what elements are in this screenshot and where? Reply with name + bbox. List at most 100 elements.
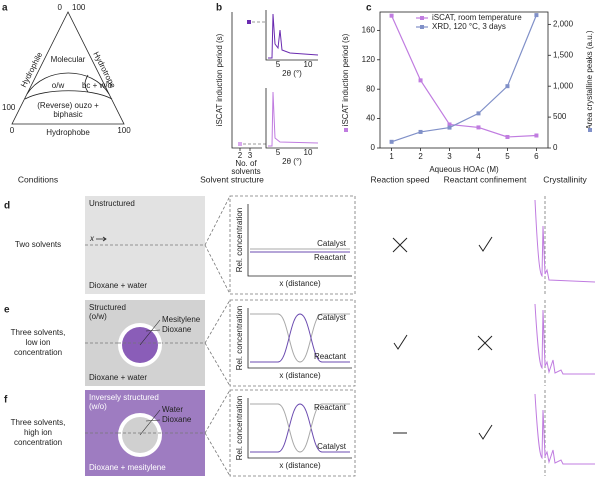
catalyst-curve [250, 313, 350, 363]
x-axis-label: x (distance) [279, 279, 321, 288]
plot-frame [379, 11, 549, 149]
legend-label: XRD, 120 °C, 3 days [432, 22, 506, 31]
y2-axis-label: Area crystalline peaks (a.u.) [585, 30, 594, 129]
plot-axes [247, 308, 352, 369]
row-letter: f [4, 395, 8, 406]
tick-label: 3 [248, 151, 253, 160]
y2-tick-label: 500 [553, 112, 567, 121]
structure-label: Structured [89, 303, 126, 312]
column-header: Reaction speed [370, 174, 429, 184]
data-point [447, 125, 452, 130]
condition: high ion [24, 428, 52, 437]
y-axis-label: Rel. concentration [235, 306, 244, 370]
inset-trace [268, 13, 319, 59]
structure-label: (o/w) [89, 312, 107, 321]
crystallinity-trace [534, 199, 596, 283]
tick-label: 5 [276, 60, 281, 69]
point [238, 142, 242, 146]
axis-label: solvents [231, 167, 260, 176]
x-tick-label: 6 [534, 152, 539, 161]
tick-label: 10 [304, 148, 313, 157]
footer-label: Dioxane + water [89, 281, 147, 290]
inner-label: Dioxane [162, 415, 192, 424]
reactant-curve [250, 403, 350, 453]
tick-label: 10 [304, 60, 313, 69]
panel-letter: b [216, 3, 222, 14]
plot-axes [247, 398, 352, 459]
inset-trace [268, 91, 319, 147]
column-header: Reactant confinement [444, 174, 527, 184]
condition: Three solvents, [11, 418, 66, 427]
zoom-guide [204, 195, 231, 295]
axis-label: iSCAT induction period (s) [215, 33, 224, 126]
corner-label: 100 [2, 103, 16, 112]
legend-label: iSCAT, room temperature [432, 13, 522, 22]
zoom-box [229, 195, 356, 295]
leader [139, 409, 161, 436]
region-label: Molecular [51, 55, 86, 64]
axis-marker [588, 128, 592, 132]
condition: Three solvents, [11, 328, 66, 337]
y2-tick-label: 1,000 [553, 81, 574, 90]
panel-b: b iSCAT induction period (s) 2 3 No. of … [215, 3, 319, 176]
region-label: biphasic [53, 110, 82, 119]
inset-axis [265, 88, 318, 149]
region-label: o/w [52, 81, 65, 90]
reactant-curve [250, 313, 350, 363]
row-letter: e [4, 305, 10, 316]
condition: concentration [14, 348, 62, 357]
panel-c: c Aqueous HOAc (M) iSCAT induction perio… [341, 3, 594, 174]
cross [392, 237, 408, 253]
inner-label: Mesitylene [162, 315, 201, 324]
axis-label: Hydrophile [19, 50, 45, 89]
condition: low ion [26, 338, 51, 347]
data-point [476, 125, 481, 130]
inner-label: Dioxane [162, 325, 192, 334]
y-tick-label: 40 [366, 114, 375, 123]
column-header: Solvent structure [200, 174, 264, 184]
curve-label: Catalyst [317, 442, 347, 451]
footer-label: Dioxane + mesitylene [89, 463, 166, 472]
rows: d Two solvents Unstructured Dioxane + water… [4, 195, 596, 477]
point [247, 20, 251, 24]
corner-label: 100 [72, 3, 86, 12]
region-label: bc + w/o [82, 81, 113, 90]
crystallinity-trace [534, 393, 595, 465]
y-tick-label: 120 [362, 55, 376, 64]
curve-label: Reactant [314, 403, 347, 412]
y-tick-label: 80 [366, 84, 375, 93]
row-letter: d [4, 201, 10, 212]
axis-label: 2θ (°) [282, 69, 302, 78]
axis-marker [344, 128, 348, 132]
footer-label: Dioxane + water [89, 373, 147, 382]
corner-label: 0 [10, 126, 15, 135]
corner-label: 0 [58, 3, 63, 12]
cross [477, 335, 493, 351]
y2-tick-label: 1,500 [553, 50, 574, 59]
curve-label: Reactant [314, 253, 347, 262]
curve-label: Catalyst [317, 239, 347, 248]
y-tick-label: 160 [362, 25, 376, 34]
panel-letter: c [366, 3, 372, 14]
legend-swatch [420, 16, 424, 20]
series-line [391, 14, 537, 143]
data-point [389, 139, 394, 144]
tick-label: 2 [238, 151, 243, 160]
arrow [96, 236, 107, 242]
condition: Two solvents [15, 240, 61, 249]
zoom-box [229, 299, 356, 387]
y2-tick-label: 2,000 [553, 19, 574, 28]
x-tick-label: 3 [447, 152, 452, 161]
axis-label: Hydrophobe [46, 128, 90, 137]
data-point [505, 134, 510, 139]
panel-letter: a [2, 3, 8, 14]
catalyst-curve [250, 403, 350, 453]
plot-axes [247, 204, 352, 277]
x-axis-label: Aqueous HOAc (M) [429, 165, 499, 174]
series-line [391, 15, 537, 138]
data-point [418, 78, 423, 83]
zoom-guide [204, 299, 231, 387]
structure-label: Inversely structured [89, 393, 159, 402]
curve-label: Reactant [314, 352, 347, 361]
